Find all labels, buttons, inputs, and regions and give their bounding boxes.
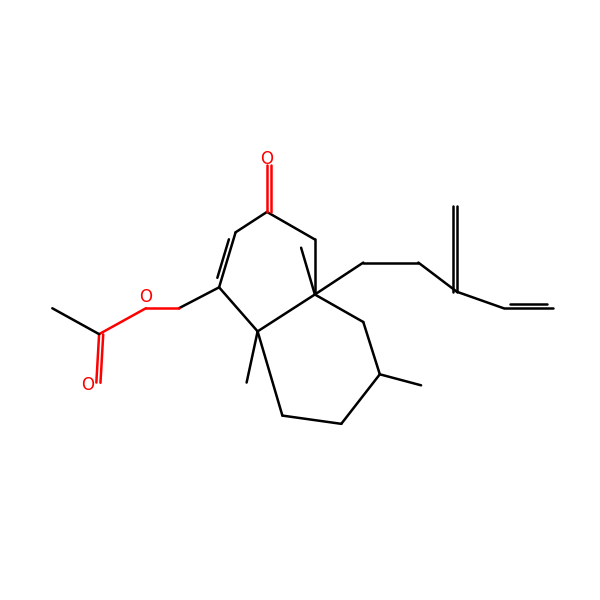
Text: O: O (139, 288, 152, 306)
Text: O: O (82, 376, 95, 394)
Text: O: O (260, 149, 274, 167)
